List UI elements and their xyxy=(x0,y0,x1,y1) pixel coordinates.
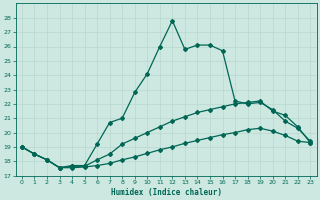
X-axis label: Humidex (Indice chaleur): Humidex (Indice chaleur) xyxy=(111,188,221,197)
